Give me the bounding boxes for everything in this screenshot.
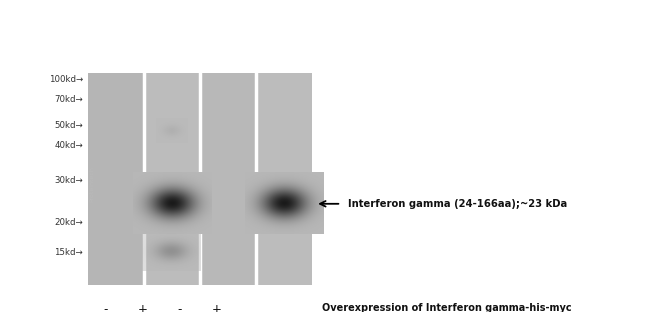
Text: 100kd→: 100kd→ (49, 75, 83, 84)
Text: 15kd→: 15kd→ (55, 248, 83, 257)
Text: Overexpression of Interferon gamma-his-myc: Overexpression of Interferon gamma-his-m… (322, 303, 571, 312)
Text: 70kd→: 70kd→ (55, 95, 83, 104)
Bar (256, 73, 312, 285)
Bar (88, 73, 144, 285)
Bar (144, 73, 200, 285)
Text: Interferon gamma (24-166aa);~23 kDa: Interferon gamma (24-166aa);~23 kDa (348, 199, 567, 209)
Text: -: - (178, 303, 182, 312)
Text: 20kd→: 20kd→ (55, 218, 83, 227)
Text: Proteintech: Proteintech (90, 166, 95, 202)
Text: 50kd→: 50kd→ (55, 121, 83, 130)
Text: -: - (103, 303, 107, 312)
Text: 40kd→: 40kd→ (55, 141, 83, 150)
Text: +: + (137, 303, 148, 312)
Bar (88, 73, 312, 285)
Text: +: + (212, 303, 222, 312)
Text: 30kd→: 30kd→ (55, 176, 83, 185)
Bar (200, 73, 256, 285)
